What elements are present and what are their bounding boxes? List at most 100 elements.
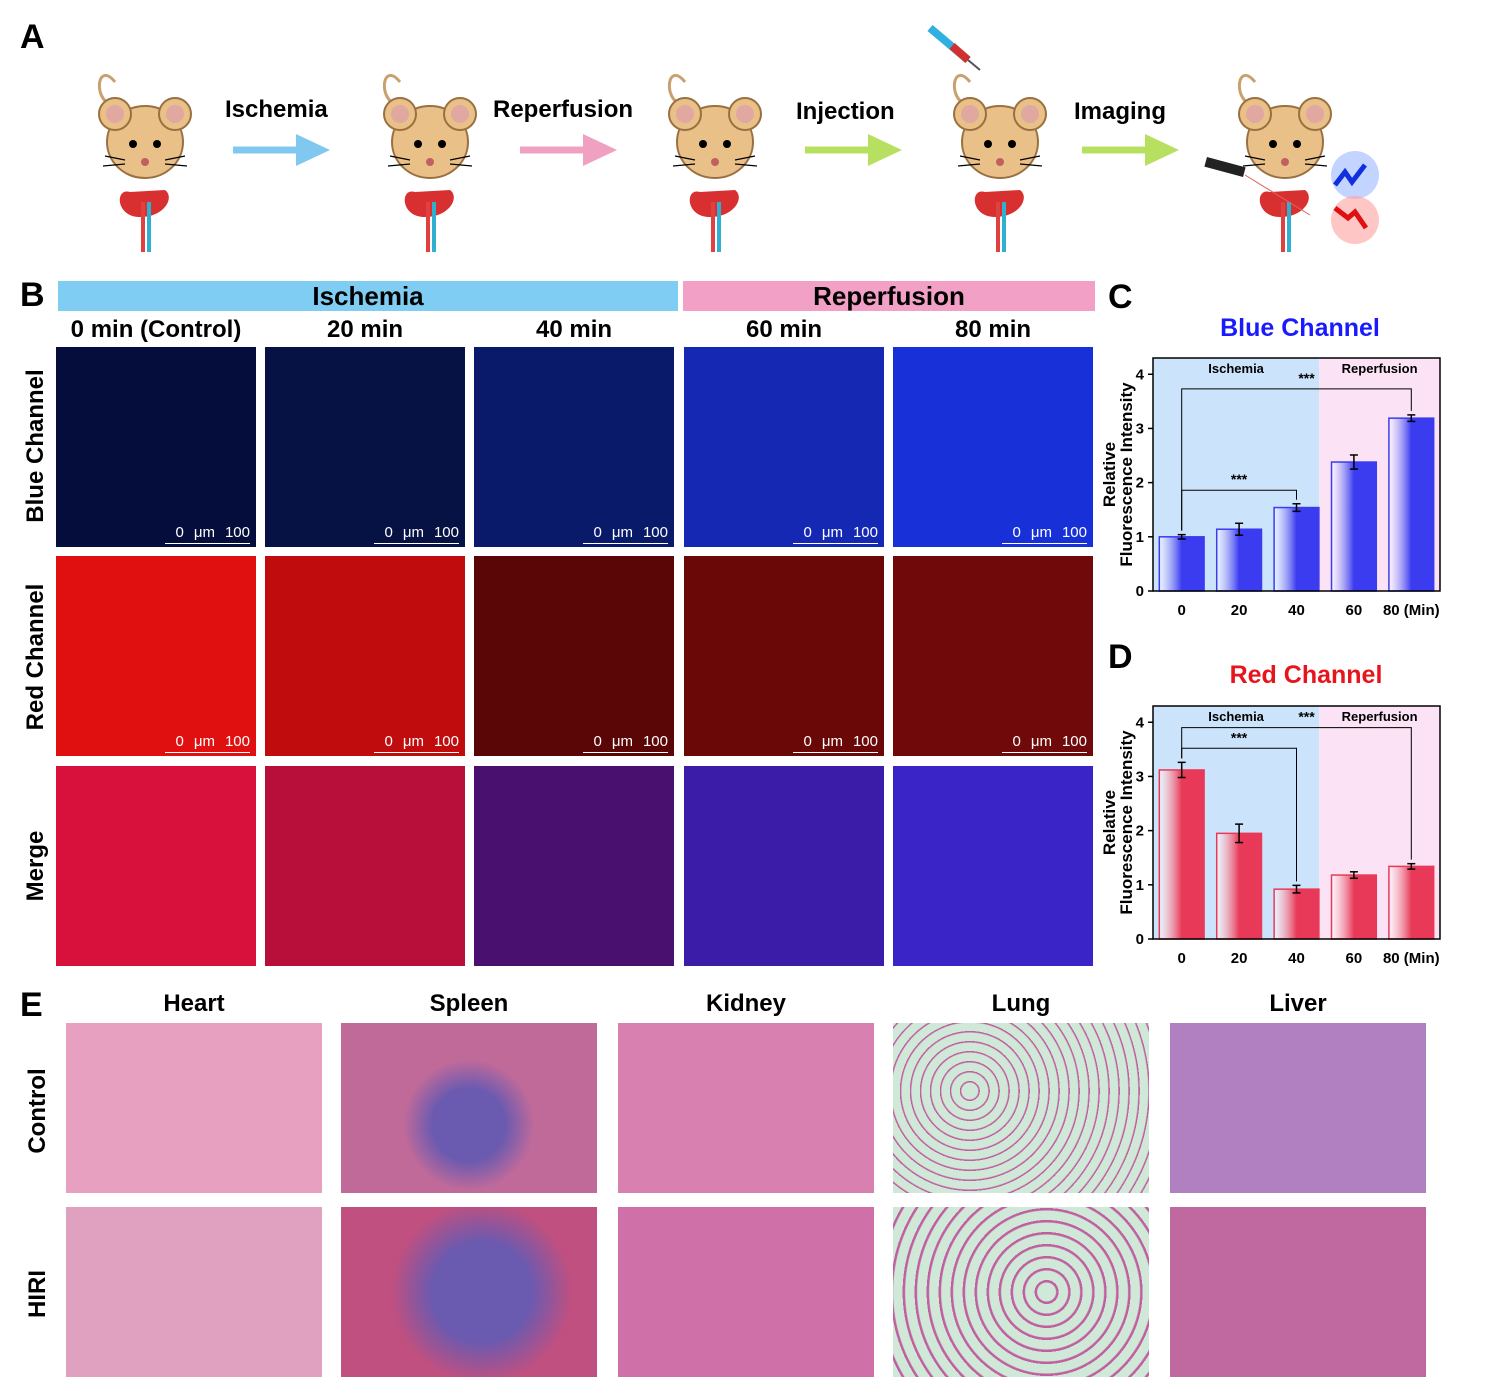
significance-bracket-1 bbox=[1181, 727, 1412, 860]
col-header-60min: 60 min bbox=[745, 316, 823, 343]
organ-liver: Liver bbox=[1269, 990, 1327, 1017]
row-label-hiri: HIRI bbox=[24, 1270, 51, 1318]
blue-signal-icon bbox=[1333, 163, 1367, 187]
significance-label-1: *** bbox=[1298, 709, 1315, 725]
y-tick-label-3: 3 bbox=[1136, 768, 1144, 785]
mouse-3-icon bbox=[667, 73, 763, 255]
x-tick-label-0: 0 bbox=[1178, 950, 1186, 967]
panel-a-schematic bbox=[97, 24, 1379, 255]
region-label-reperfusion: Reperfusion bbox=[1342, 709, 1418, 724]
significance-label-0: *** bbox=[1231, 729, 1248, 745]
scale-bar: 0 μm 100 bbox=[374, 733, 459, 753]
y-tick-label-1: 1 bbox=[1136, 529, 1144, 546]
chart-c-title: Blue Channel bbox=[1220, 314, 1380, 342]
mouse-4-icon bbox=[952, 73, 1048, 255]
micrograph-blue-80: 0 μm 100 bbox=[893, 347, 1093, 547]
syringe-icon bbox=[927, 24, 981, 71]
micrograph-blue-0: 0 μm 100 bbox=[56, 347, 256, 547]
y-axis-label-line1: Relative bbox=[1100, 442, 1119, 507]
he-hiri-spleen bbox=[341, 1207, 597, 1377]
bar-1 bbox=[1215, 832, 1263, 940]
mouse-5-icon bbox=[1237, 73, 1333, 255]
bar-4 bbox=[1388, 417, 1435, 592]
panel-label-e: E bbox=[20, 986, 43, 1024]
micrograph-merge-60 bbox=[684, 766, 884, 966]
chart-blue-channel: Ischemia Reperfusion 0 20 40 60 80 (Min) 0 1 2 3 4 R… bbox=[1100, 357, 1441, 619]
bar-0 bbox=[1158, 769, 1205, 940]
micrograph-merge-0 bbox=[56, 766, 256, 966]
he-control-kidney bbox=[618, 1023, 874, 1193]
scale-bar: 0 μm 100 bbox=[793, 524, 878, 544]
arrow-ischemia-icon bbox=[233, 134, 330, 166]
bar-3 bbox=[1330, 874, 1378, 940]
col-header-0min: 0 min (Control) bbox=[70, 316, 242, 343]
plot-frame bbox=[1152, 705, 1441, 940]
y-tick-label-2: 2 bbox=[1136, 475, 1144, 492]
step-imaging: Imaging bbox=[1074, 98, 1167, 125]
mouse-1-icon bbox=[97, 73, 193, 255]
chart-d-title: Red Channel bbox=[1229, 661, 1383, 689]
micrograph-blue-40: 0 μm 100 bbox=[474, 347, 674, 547]
scale-bar: 0 μm 100 bbox=[583, 733, 668, 753]
band-ischemia: Ischemia bbox=[58, 281, 678, 311]
laser-probe-icon bbox=[1204, 156, 1311, 216]
micrograph-red-80: 0 μm 100 bbox=[893, 556, 1093, 756]
he-hiri-heart bbox=[66, 1207, 322, 1377]
significance-bracket-1 bbox=[1181, 388, 1412, 531]
col-header-40min: 40 min bbox=[535, 316, 613, 343]
he-control-liver bbox=[1170, 1023, 1426, 1193]
y-tick-label-1: 1 bbox=[1136, 877, 1144, 894]
panel-label-c: C bbox=[1108, 278, 1133, 316]
scale-bar: 0 μm 100 bbox=[583, 524, 668, 544]
plot-frame bbox=[1152, 357, 1441, 592]
red-signal-icon bbox=[1333, 206, 1369, 230]
region-label-reperfusion: Reperfusion bbox=[1342, 361, 1418, 376]
micrograph-merge-20 bbox=[265, 766, 465, 966]
micrograph-merge-40 bbox=[474, 766, 674, 966]
scale-bar: 0 μm 100 bbox=[374, 524, 459, 544]
region-label-ischemia: Ischemia bbox=[1208, 709, 1264, 724]
x-tick-label-4: 80 (Min) bbox=[1383, 602, 1440, 619]
micrograph-blue-20: 0 μm 100 bbox=[265, 347, 465, 547]
micrograph-blue-60: 0 μm 100 bbox=[684, 347, 884, 547]
organ-lung: Lung bbox=[991, 990, 1051, 1017]
mouse-2-icon bbox=[382, 73, 478, 255]
panel-label-a: A bbox=[20, 18, 45, 56]
scale-bar: 0 μm 100 bbox=[793, 733, 878, 753]
scale-bar: 0 μm 100 bbox=[1002, 733, 1087, 753]
panel-label-b: B bbox=[20, 276, 45, 314]
micrograph-red-60: 0 μm 100 bbox=[684, 556, 884, 756]
col-header-80min: 80 min bbox=[954, 316, 1032, 343]
bar-4 bbox=[1388, 865, 1435, 940]
y-tick-label-3: 3 bbox=[1136, 420, 1144, 437]
band-reperfusion: Reperfusion bbox=[683, 281, 1095, 311]
x-tick-label-1: 20 bbox=[1231, 950, 1248, 967]
y-axis-label-line2: Fluorescence Intensity bbox=[1117, 730, 1136, 915]
he-control-heart bbox=[66, 1023, 322, 1193]
x-tick-label-4: 80 (Min) bbox=[1383, 950, 1440, 967]
significance-label-1: *** bbox=[1298, 370, 1315, 386]
significance-label-0: *** bbox=[1231, 471, 1248, 487]
organ-kidney: Kidney bbox=[705, 990, 786, 1017]
y-tick-label-2: 2 bbox=[1136, 823, 1144, 840]
x-tick-label-2: 40 bbox=[1288, 602, 1305, 619]
y-axis-label-line1: Relative bbox=[1100, 790, 1119, 855]
row-label-merge: Merge bbox=[22, 830, 49, 902]
y-tick-label-4: 4 bbox=[1136, 714, 1145, 731]
bar-2 bbox=[1273, 888, 1320, 940]
micrograph-red-40: 0 μm 100 bbox=[474, 556, 674, 756]
organ-spleen: Spleen bbox=[429, 990, 509, 1017]
row-label-control: Control bbox=[24, 1068, 51, 1154]
bar-0 bbox=[1158, 536, 1205, 592]
red-signal-glow-icon bbox=[1331, 196, 1379, 244]
step-ischemia: Ischemia bbox=[225, 96, 328, 123]
region-label-ischemia: Ischemia bbox=[1208, 361, 1264, 376]
organ-heart: Heart bbox=[163, 990, 225, 1017]
he-control-lung bbox=[893, 1023, 1149, 1193]
col-header-20min: 20 min bbox=[326, 316, 404, 343]
micrograph-red-0: 0 μm 100 bbox=[56, 556, 256, 756]
step-injection: Injection bbox=[796, 98, 895, 125]
bar-3 bbox=[1330, 461, 1378, 592]
scale-bar: 0 μm 100 bbox=[1002, 524, 1087, 544]
y-tick-label-4: 4 bbox=[1136, 366, 1145, 383]
